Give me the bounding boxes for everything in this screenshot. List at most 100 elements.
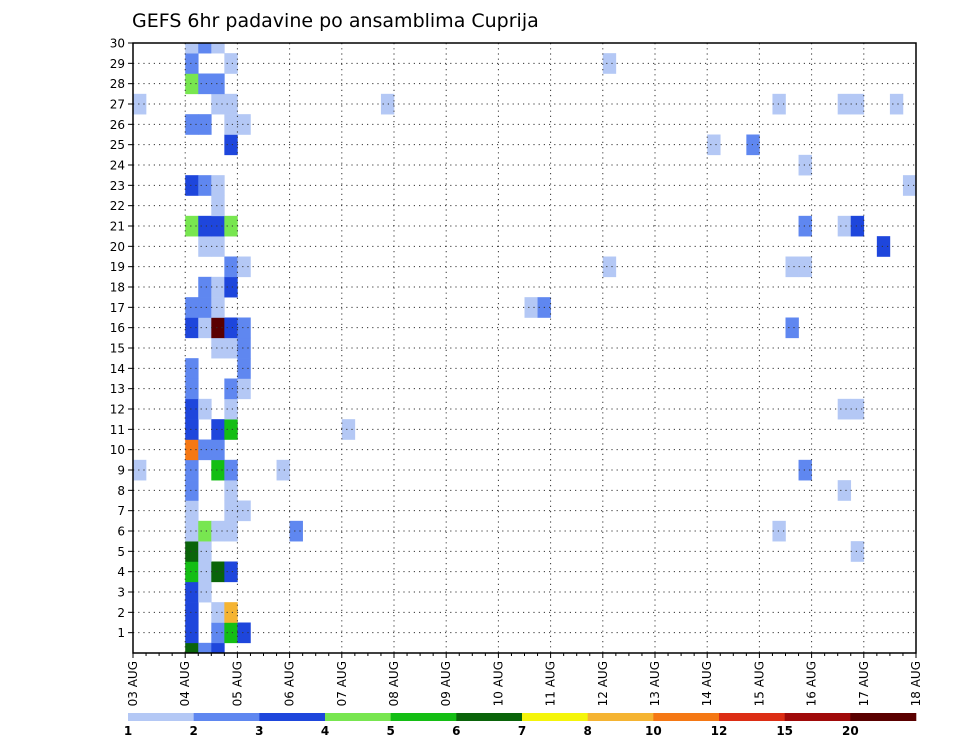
precip-cell [185,459,199,481]
precip-cell [185,317,199,339]
precip-cell [211,73,225,95]
precip-cell [224,419,238,440]
precip-cell [185,419,199,440]
precip-cell [524,297,538,318]
precip-cell [198,215,212,237]
precip-cell [224,256,238,278]
y-tick-label: 12 [110,403,125,417]
precip-cell [185,541,199,562]
colorbar-label: 7 [518,724,526,738]
precip-cell [224,500,238,522]
precip-cell [602,256,617,278]
colorbar-swatch [128,713,194,721]
precip-cell [876,236,891,257]
precip-cell [198,236,212,257]
x-tick-label: 09 AUG [439,661,453,706]
precip-cell [211,337,225,359]
precip-cell [224,398,238,420]
precip-cell [211,175,225,196]
colorbar-label: 15 [776,724,793,738]
colorbar-swatch [653,713,720,721]
precip-cell [850,541,865,562]
x-tick-label: 10 AUG [491,661,505,706]
x-tick-label: 08 AUG [387,661,401,706]
precip-cell [211,622,225,644]
precip-cell [850,398,865,420]
x-tick-label: 04 AUG [178,661,192,706]
precip-cell [185,520,199,542]
y-tick-label: 25 [110,138,125,152]
precip-cell [837,93,852,115]
y-tick-label: 10 [110,443,125,457]
colorbar-swatch [850,713,917,721]
precip-cell [185,378,199,400]
y-tick-label: 22 [110,199,125,213]
y-tick-label: 5 [117,545,125,559]
precip-cell [837,398,852,420]
precip-cell [185,439,199,461]
precip-cell [224,602,238,623]
precip-cell [198,439,212,461]
precip-cell [198,398,212,420]
y-tick-label: 13 [110,382,125,396]
precip-cell [276,459,290,481]
precip-cell [198,73,212,95]
precip-cell [237,337,251,359]
precip-cell [237,500,251,522]
precip-cell [380,93,395,115]
precip-cell [198,276,212,298]
x-tick-label: 18 AUG [909,661,923,706]
y-tick-label: 29 [110,57,125,71]
precip-cell [198,642,212,654]
y-tick-label: 14 [110,362,125,376]
precip-cell [224,215,238,237]
precip-cell [198,297,212,318]
x-tick-label: 07 AUG [335,661,349,706]
precip-cell [185,297,199,318]
x-tick-label: 05 AUG [230,661,244,706]
precip-cell [185,642,199,654]
precip-cell [237,378,251,400]
x-tick-label: 11 AUG [544,661,558,706]
precip-cell [133,93,147,115]
y-tick-label: 15 [110,342,125,356]
precip-cell [224,480,238,501]
y-tick-label: 9 [117,464,125,478]
precip-cell [785,317,799,339]
y-tick-label: 6 [117,525,125,539]
precip-cell [237,622,251,644]
precip-cell [185,53,199,74]
precip-cell [785,256,799,278]
y-tick-label: 18 [110,281,125,295]
precip-cell [837,215,852,237]
precip-cell [198,581,212,603]
x-tick-label: 13 AUG [648,661,662,706]
precip-cell [602,53,617,74]
precip-cell [224,114,238,135]
x-tick-label: 12 AUG [596,661,610,706]
precip-cell [198,114,212,135]
precip-cell [237,358,251,379]
precip-cell [185,43,199,54]
precip-cell [211,215,225,237]
precip-cell [341,419,356,440]
precip-cell [237,256,251,278]
precip-cell [211,236,225,257]
precip-cell [224,459,238,481]
precip-cell [211,561,225,583]
precip-cell [224,53,238,74]
precip-cell [198,520,212,542]
precip-cell [198,317,212,339]
precip-cell [185,215,199,237]
precip-cell [798,256,812,278]
precip-cell [185,581,199,603]
y-tick-label: 24 [110,159,125,173]
precip-cell [198,43,212,54]
precip-cell [798,215,812,237]
y-tick-label: 3 [117,586,125,600]
colorbar-label: 8 [583,724,591,738]
chart-title: GEFS 6hr padavine po ansamblima Cuprija [132,10,539,32]
precip-cell [185,358,199,379]
precip-cell [185,175,199,196]
